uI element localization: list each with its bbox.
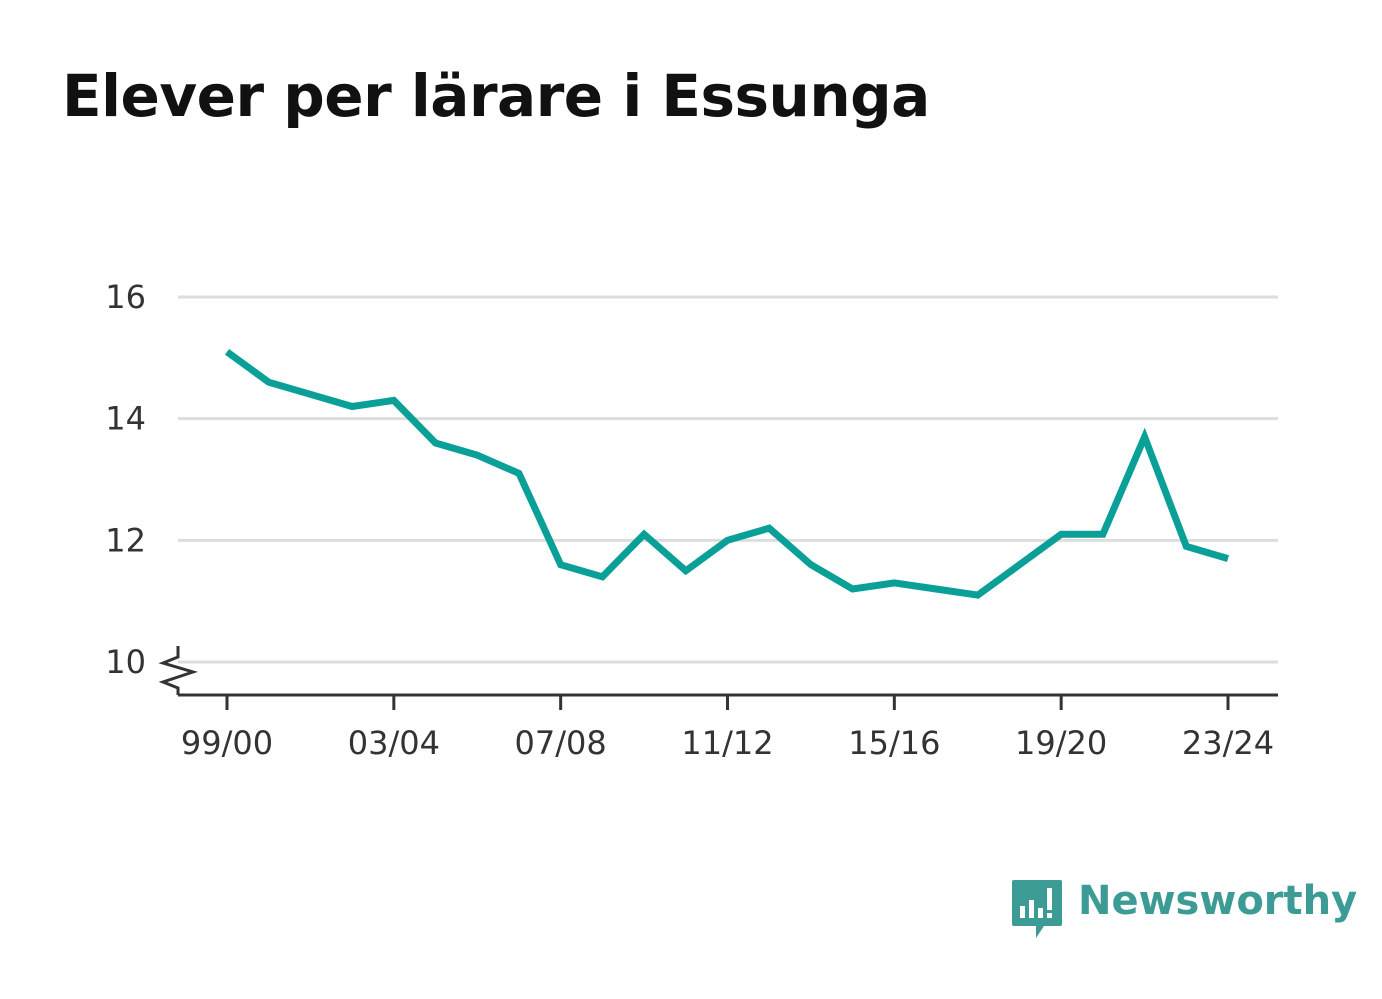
y-axis-break bbox=[158, 646, 198, 695]
y-tick-label: 16 bbox=[105, 278, 146, 316]
x-tick-label: 23/24 bbox=[1182, 724, 1274, 762]
chart-title: Elever per lärare i Essunga bbox=[62, 62, 930, 130]
y-tick-label: 10 bbox=[105, 643, 146, 681]
y-tick-label: 14 bbox=[105, 400, 146, 438]
x-axis bbox=[158, 646, 1278, 697]
x-tick-label: 11/12 bbox=[681, 724, 773, 762]
x-tick-label: 07/08 bbox=[515, 724, 607, 762]
x-tick-label: 15/16 bbox=[848, 724, 940, 762]
x-tick-label: 03/04 bbox=[348, 724, 440, 762]
x-axis-ticks: 99/00 03/04 07/08 11/12 15/16 19/20 23/24 bbox=[181, 695, 1274, 762]
brand-name: Newsworthy bbox=[1078, 878, 1358, 924]
y-tick-label: 12 bbox=[105, 521, 146, 559]
series-line-0 bbox=[224, 348, 1229, 599]
y-axis-ticks: 10 12 14 16 bbox=[105, 278, 146, 681]
x-tick-label: 19/20 bbox=[1015, 724, 1107, 762]
gridlines bbox=[178, 295, 1278, 664]
x-tick-label: 99/00 bbox=[181, 724, 273, 762]
newsworthy-logo-icon bbox=[1012, 880, 1062, 938]
series-group bbox=[224, 348, 1229, 599]
